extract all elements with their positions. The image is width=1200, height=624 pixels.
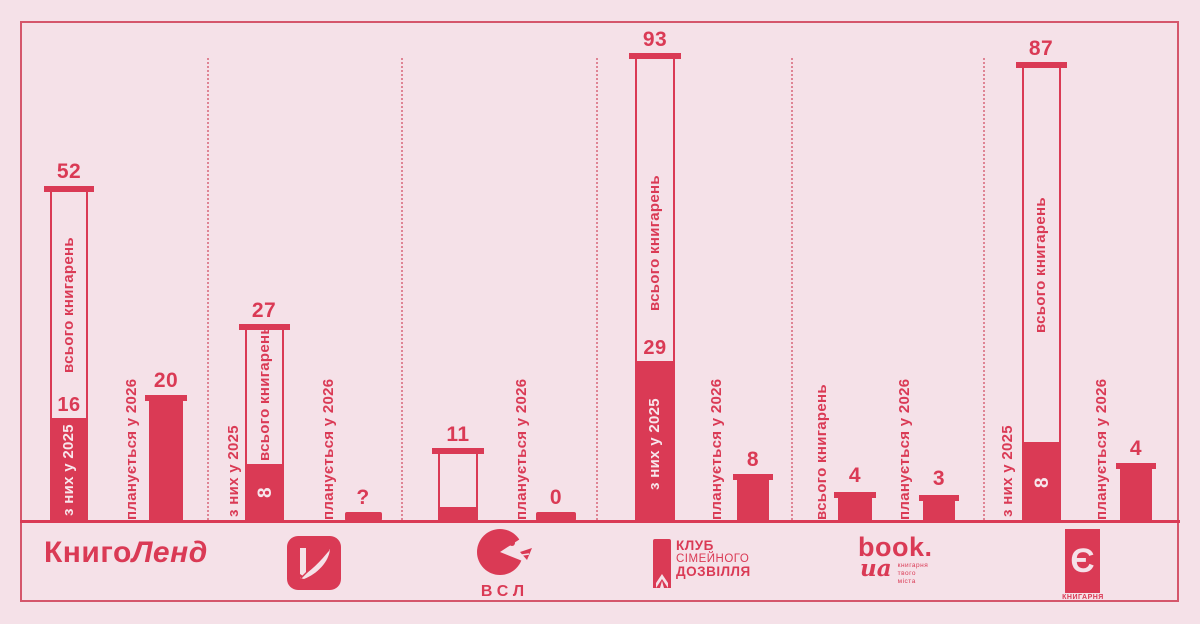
ye-bookstore-logo: Є	[1065, 529, 1100, 593]
planned-bar	[1116, 463, 1156, 521]
ksd-logo-text: КЛУБ СІМЕЙНОГО ДОЗВІЛЛЯ	[676, 538, 751, 588]
vivat-quill-icon	[287, 536, 341, 590]
ksd-logo-line2: СІМЕЙНОГО	[676, 553, 750, 566]
label-2025: з них у 2025	[646, 398, 663, 491]
total-bar	[834, 492, 876, 521]
planned-bar	[345, 512, 382, 521]
bookua-logo: book. ua книгарня твого міста	[858, 534, 933, 586]
bar-cap	[629, 53, 681, 59]
total-bar	[239, 324, 290, 521]
planned-bar	[919, 495, 959, 521]
label-total: всього книгарень	[60, 237, 77, 374]
value-total: 4	[848, 464, 862, 487]
bar-cap	[834, 492, 876, 498]
fill-2025	[637, 361, 673, 519]
value-2025: 8	[255, 487, 276, 499]
fill-2025	[247, 464, 282, 519]
knigoland-logo: КнигоЛенд	[44, 536, 208, 570]
fill-2025	[1024, 442, 1059, 519]
bar-cap	[432, 448, 484, 454]
value-planned: 3	[932, 467, 946, 490]
bar-cap	[1016, 62, 1067, 68]
total-bar	[1016, 62, 1067, 521]
value-total: 11	[446, 423, 470, 446]
bar-cap	[145, 395, 187, 401]
fill-2025	[440, 507, 476, 519]
value-planned: ?	[356, 486, 370, 509]
ksd-logo-line1: КЛУБ	[676, 538, 714, 553]
group-separator	[596, 58, 598, 520]
ksd-logo: КЛУБ СІМЕЙНОГО ДОЗВІЛЛЯ	[653, 538, 751, 588]
value-total: 52	[56, 160, 82, 183]
value-2025: 16	[57, 394, 81, 416]
label-2025: з них у 2025	[60, 424, 77, 517]
label-total: всього книгарень	[256, 325, 273, 461]
label-planned: планується у 2026	[123, 378, 140, 520]
value-planned: 4	[1129, 437, 1143, 460]
group-separator	[401, 58, 403, 520]
bar-cap	[239, 324, 290, 330]
total-bar	[432, 448, 484, 521]
bar-cap	[919, 495, 959, 501]
group-separator	[791, 58, 793, 520]
bookua-logo-sub: ua	[860, 555, 892, 582]
fill-2025	[52, 418, 86, 519]
label-2025: з них у 2025	[225, 425, 242, 518]
value-total: 27	[251, 299, 277, 322]
value-planned: 20	[153, 369, 179, 392]
label-total: всього книгарень	[646, 175, 663, 311]
vsl-logo: ВСЛ	[476, 526, 534, 600]
ye-letter-icon: Є	[1070, 542, 1095, 580]
value-total: 87	[1028, 37, 1054, 60]
ksd-book-house-icon	[653, 539, 671, 588]
bookua-logo-tagline: книгарня твого міста	[897, 562, 929, 586]
vsl-lion-icon	[477, 529, 534, 575]
label-2025: з них у 2025	[999, 425, 1016, 518]
knigoland-logo-part2: Ленд	[131, 536, 208, 569]
planned-bar	[145, 395, 187, 521]
value-total: 93	[642, 28, 668, 51]
value-planned: 8	[746, 448, 760, 471]
total-bar	[44, 186, 94, 521]
vivat-logo	[287, 536, 341, 590]
value-planned: 0	[549, 486, 563, 509]
bar-cap	[733, 474, 773, 480]
ye-logo-caption: КНИГАРНЯ	[1062, 594, 1104, 601]
knigoland-logo-part1: Книго	[44, 536, 132, 569]
bar-cap	[1116, 463, 1156, 469]
label-total: всього книгарень	[1032, 197, 1049, 333]
planned-bar	[733, 474, 773, 521]
axis-baseline	[20, 520, 1180, 523]
value-2025: 29	[643, 337, 667, 359]
bar-cap	[44, 186, 94, 192]
ksd-logo-line3: ДОЗВІЛЛЯ	[676, 564, 751, 580]
border-frame	[20, 21, 1179, 602]
planned-bar	[536, 512, 576, 521]
vsl-logo-text: ВСЛ	[480, 583, 530, 600]
total-bar	[629, 53, 681, 521]
value-2025: 8	[1032, 477, 1053, 489]
group-separator	[983, 58, 985, 520]
bookua-logo-main: book.	[858, 532, 933, 562]
group-separator	[207, 58, 209, 520]
label-total: всього книгарень	[813, 384, 830, 520]
label-planned: планується у 2026	[896, 378, 913, 520]
